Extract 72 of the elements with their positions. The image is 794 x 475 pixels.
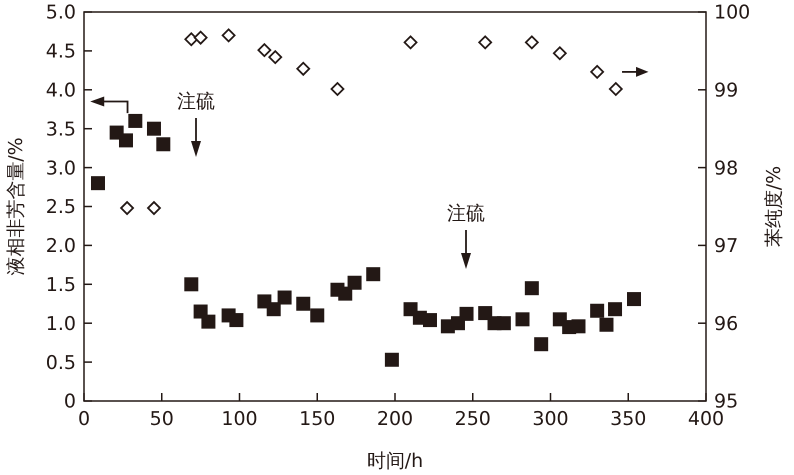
point (120, 201, 134, 215)
point (184, 32, 198, 46)
point (278, 290, 292, 305)
y-tick-label: 0 (64, 390, 76, 413)
x-tick-label: 150 (299, 408, 336, 430)
point (608, 302, 622, 316)
y-tick-label: 4.0 (46, 79, 76, 102)
x-axis-title: 时间/h (366, 450, 424, 472)
point (422, 313, 437, 328)
point (460, 306, 474, 321)
x-tick-label: 50 (150, 408, 174, 430)
point (330, 82, 344, 96)
point (348, 276, 362, 290)
point (496, 316, 511, 330)
y-tick-label: 3.5 (46, 118, 76, 140)
point (478, 306, 492, 320)
annotation: 注硫 (447, 202, 485, 225)
y-tick-label: 1.0 (46, 312, 76, 335)
point (118, 133, 133, 148)
y-tick-label: 4.5 (46, 40, 76, 63)
y-axis-title: 液相非芳含量/% (5, 137, 27, 276)
point (222, 28, 236, 42)
point (590, 65, 604, 79)
x-tick-label: 200 (376, 408, 414, 430)
point (552, 46, 567, 60)
point (404, 35, 418, 50)
point (194, 30, 208, 45)
point (608, 82, 623, 96)
point (524, 281, 539, 296)
point (229, 313, 244, 328)
y2-tick-label: 98 (714, 157, 738, 180)
point (184, 277, 198, 292)
point (516, 312, 530, 326)
point (310, 308, 324, 322)
x-tick-label: 300 (532, 408, 569, 430)
point (146, 122, 161, 136)
point (627, 292, 642, 306)
point (156, 137, 170, 152)
x-tick-label: 250 (454, 408, 491, 430)
x-tick-label: 350 (610, 408, 646, 430)
point (128, 114, 142, 128)
point (257, 43, 272, 58)
y-tick-label: 3.0 (46, 157, 76, 180)
point (268, 50, 282, 64)
point (524, 35, 539, 50)
point (599, 318, 614, 332)
point (534, 337, 548, 352)
y-tick-label: 2.5 (46, 196, 76, 218)
x-tick-label: 400 (688, 408, 724, 430)
y2-axis-title: 苯纯度/% (763, 166, 785, 248)
y2-tick-label: 97 (714, 235, 738, 258)
point (571, 319, 586, 334)
point (201, 314, 216, 329)
point (296, 62, 310, 76)
point (478, 35, 492, 50)
y-tick-label: 0.5 (46, 352, 76, 374)
point (147, 201, 161, 215)
point (90, 176, 105, 190)
y-tick-label: 1.5 (46, 274, 76, 296)
point (266, 302, 281, 316)
y2-tick-label: 99 (714, 79, 738, 102)
annotation: 注硫 (177, 90, 215, 113)
x-tick-label: 0 (78, 408, 90, 430)
point (366, 267, 380, 282)
y-tick-label: 5.0 (46, 2, 76, 24)
point (384, 352, 399, 367)
y2-tick-label: 100 (714, 2, 750, 24)
point (296, 296, 310, 311)
y-tick-label: 2.0 (46, 235, 76, 258)
y2-tick-label: 96 (714, 312, 738, 335)
point (590, 304, 604, 318)
x-tick-label: 100 (221, 408, 258, 430)
